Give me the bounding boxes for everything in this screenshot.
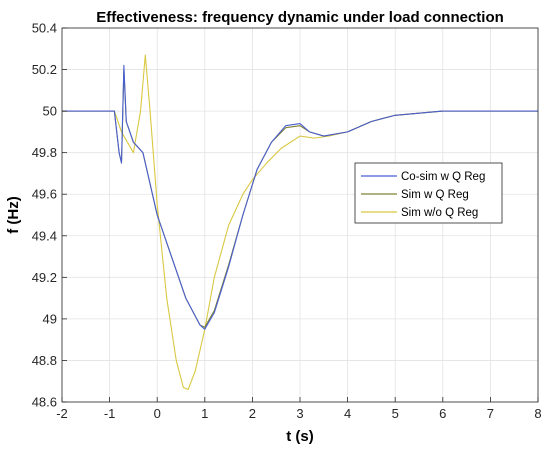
y-tick-label: 49 (43, 311, 57, 326)
series-lines (62, 54, 538, 391)
y-tick-label: 50 (43, 104, 57, 119)
y-tick-label: 49.6 (32, 187, 57, 202)
y-tick-label: 48.6 (32, 395, 57, 410)
legend-label-2: Sim w/o Q Reg (401, 207, 478, 219)
y-tick-label: 49.2 (32, 270, 57, 285)
y-tick-label: 50.4 (32, 21, 57, 36)
y-tick-label: 49.4 (32, 228, 57, 243)
y-tick-labels: 48.6 48.8 49 49.2 49.4 49.6 49.8 50 50.2 50.4 (32, 21, 57, 410)
legend-box (354, 162, 503, 224)
y-tick-label: 49.8 (32, 145, 57, 160)
legend-label-0: Co-sim w Q Reg (401, 171, 485, 183)
x-tick-label: 1 (201, 406, 208, 421)
x-tick-label: -2 (56, 406, 68, 421)
x-tick-label: 4 (344, 406, 351, 421)
series-line-0 (62, 64, 538, 330)
x-tick-label: -1 (104, 406, 116, 421)
x-tick-label: 0 (154, 406, 161, 421)
y-axis-title: f (Hz) (5, 196, 22, 234)
x-tick-label: 3 (296, 406, 303, 421)
x-tick-label: 6 (439, 406, 446, 421)
chart-title: Effectiveness: frequency dynamic under l… (96, 9, 504, 26)
x-tick-labels: -2 -1 0 1 2 3 4 5 6 7 8 (56, 406, 541, 421)
x-tick-label: 7 (487, 406, 494, 421)
y-tick-label: 48.8 (32, 353, 57, 368)
y-tick-label: 50.2 (32, 62, 57, 77)
x-tick-label: 5 (392, 406, 399, 421)
legend: Co-sim w Q Reg Sim w Q Reg Sim w/o Q Reg (354, 162, 503, 224)
x-tick-label: 2 (249, 406, 256, 421)
tick-marks (61, 27, 539, 403)
legend-label-1: Sim w Q Reg (401, 189, 469, 201)
x-axis-title: t (s) (286, 428, 314, 445)
x-tick-label: 8 (534, 406, 541, 421)
